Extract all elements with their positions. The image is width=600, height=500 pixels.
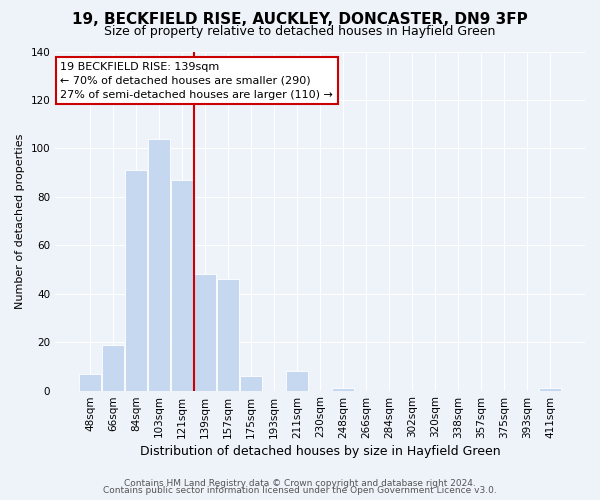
Bar <box>332 388 354 390</box>
Bar <box>217 279 239 390</box>
Bar <box>539 388 561 390</box>
Bar <box>79 374 101 390</box>
Bar <box>194 274 216 390</box>
Bar <box>286 371 308 390</box>
Y-axis label: Number of detached properties: Number of detached properties <box>15 134 25 308</box>
Bar <box>171 180 193 390</box>
Bar <box>125 170 147 390</box>
Bar <box>102 344 124 391</box>
Text: Size of property relative to detached houses in Hayfield Green: Size of property relative to detached ho… <box>104 25 496 38</box>
Text: Contains HM Land Registry data © Crown copyright and database right 2024.: Contains HM Land Registry data © Crown c… <box>124 478 476 488</box>
X-axis label: Distribution of detached houses by size in Hayfield Green: Distribution of detached houses by size … <box>140 444 500 458</box>
Text: 19 BECKFIELD RISE: 139sqm
← 70% of detached houses are smaller (290)
27% of semi: 19 BECKFIELD RISE: 139sqm ← 70% of detac… <box>61 62 334 100</box>
Bar <box>148 138 170 390</box>
Text: 19, BECKFIELD RISE, AUCKLEY, DONCASTER, DN9 3FP: 19, BECKFIELD RISE, AUCKLEY, DONCASTER, … <box>72 12 528 28</box>
Bar <box>240 376 262 390</box>
Text: Contains public sector information licensed under the Open Government Licence v3: Contains public sector information licen… <box>103 486 497 495</box>
